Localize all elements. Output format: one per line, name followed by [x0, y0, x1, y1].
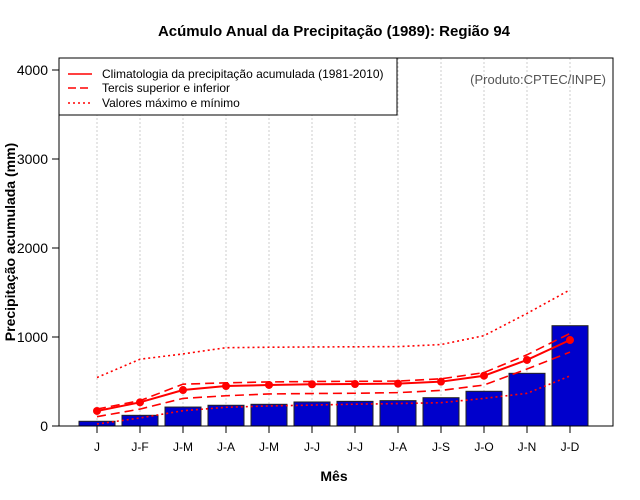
x-tick-label: J-N	[518, 440, 537, 454]
climatology-point	[480, 371, 488, 380]
series-line-3	[96, 289, 571, 379]
y-tick-label: 2000	[17, 240, 48, 256]
climatology-point	[222, 382, 230, 391]
climatology-point	[566, 336, 574, 345]
x-tick-label: J-A	[217, 440, 235, 454]
x-tick-label: J-S	[432, 440, 450, 454]
legend-label-terciles: Tercis superior e inferior	[102, 81, 230, 95]
bar	[121, 414, 159, 427]
series-line-1	[96, 332, 571, 410]
x-tick-label: J-D	[561, 440, 580, 454]
chart-title: Acúmulo Anual da Precipitação (1989): Re…	[158, 23, 511, 40]
climatology-point	[523, 355, 531, 364]
climatology-point	[437, 377, 445, 386]
legend-label-climatology: Climatologia da precipitação acumulada (…	[102, 67, 384, 81]
y-tick-label: 0	[40, 418, 48, 434]
y-tick-label: 1000	[17, 329, 48, 345]
x-tick-label: J-M	[173, 440, 193, 454]
x-tick-label: J-J	[304, 440, 320, 454]
x-tick-label: J-A	[389, 440, 407, 454]
x-axis-label: Mês	[320, 468, 347, 484]
series-line-4	[96, 375, 571, 425]
x-tick-label: J-O	[474, 440, 493, 454]
bar	[207, 404, 245, 427]
series-line-0	[96, 339, 571, 412]
climatology-point	[265, 380, 273, 389]
y-tick-label: 4000	[17, 62, 48, 78]
bar	[164, 406, 202, 427]
y-axis-label: Precipitação acumulada (mm)	[2, 143, 18, 341]
series-line-2	[96, 351, 571, 418]
climatology-point	[179, 386, 187, 395]
source-annotation: (Produto:CPTEC/INPE)	[470, 72, 606, 87]
bar	[508, 372, 546, 427]
x-tick-label: J-M	[259, 440, 279, 454]
bar	[250, 403, 288, 427]
y-tick-label: 3000	[17, 151, 48, 167]
x-tick-label: J	[94, 440, 100, 454]
x-tick-label: J-J	[347, 440, 363, 454]
bar	[379, 400, 417, 427]
legend-label-maxmin: Valores máximo e mínimo	[102, 96, 240, 110]
legend: Climatologia da precipitação acumulada (…	[58, 57, 398, 116]
x-tick-label: J-F	[131, 440, 148, 454]
